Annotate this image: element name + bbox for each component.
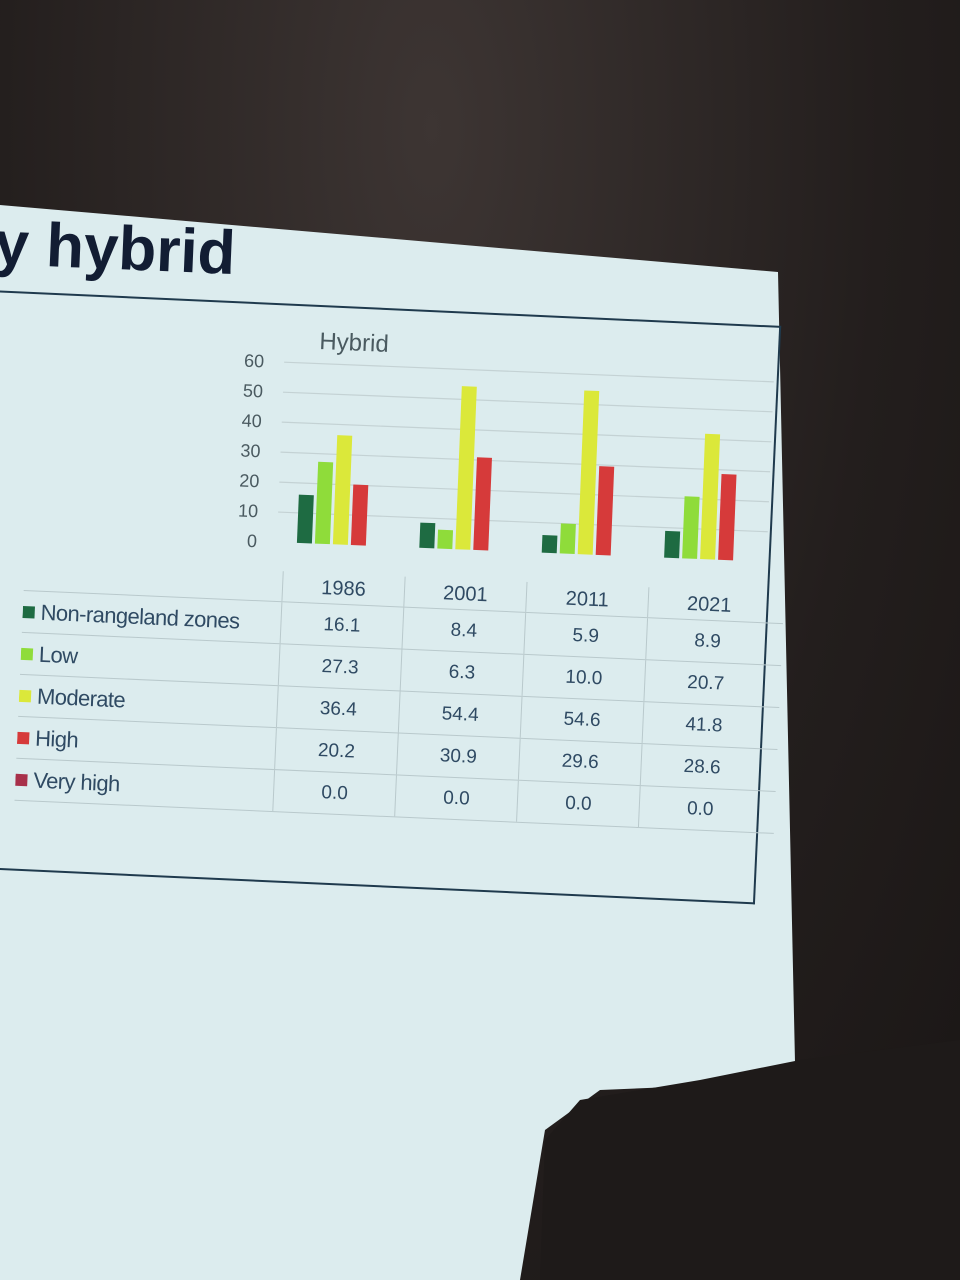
bar-1986-very-high [369, 546, 384, 547]
legend-swatch [16, 731, 30, 744]
data-label: 10.0 [521, 654, 646, 702]
bar-1986-high [350, 484, 369, 546]
series-name: Non-rangeland zones [40, 599, 241, 633]
bar-2001-very-high [491, 551, 506, 552]
bar-2021-very-high [736, 560, 751, 561]
data-label: 0.0 [394, 775, 518, 822]
data-label: 30.9 [396, 733, 520, 780]
y-tick-label: 10 [238, 500, 259, 521]
bar-1986-non-rangeland-zones [296, 494, 314, 544]
series-name: High [34, 725, 79, 752]
bar-2021-low [682, 496, 700, 559]
data-label: 0.0 [637, 786, 762, 833]
y-tick-label: 0 [247, 531, 258, 551]
data-label: 27.3 [277, 644, 402, 691]
data-label: 36.4 [275, 686, 400, 733]
bar-1986-moderate [332, 435, 353, 545]
bar-2011-non-rangeland-zones [541, 534, 558, 554]
y-tick-label: 30 [240, 441, 261, 462]
bar-2011-high [595, 466, 615, 556]
y-tick-label: 40 [241, 411, 262, 432]
data-label: 28.6 [639, 744, 764, 791]
data-label: 5.9 [523, 612, 648, 660]
bar-2001-moderate [455, 386, 477, 550]
data-label: 6.3 [399, 649, 524, 696]
gridline [280, 451, 771, 473]
data-label: 8.9 [645, 618, 769, 665]
bar-2001-low [437, 529, 454, 550]
data-label: 0.0 [516, 780, 640, 827]
data-label: 54.4 [397, 691, 522, 738]
bar-chart-svg: 60 50 40 30 20 10 0 [238, 351, 774, 561]
bar-2001-non-rangeland-zones [419, 522, 436, 549]
category-label: 2021 [647, 587, 771, 623]
category-label: 2011 [525, 581, 649, 618]
data-label: 20.2 [274, 728, 398, 775]
bar-2021-moderate [700, 433, 721, 560]
y-tick-label: 60 [244, 351, 265, 372]
category-label: 2001 [403, 576, 527, 612]
data-label: 20.7 [643, 660, 768, 707]
bar-2011-low [559, 523, 576, 555]
series-name: Moderate [36, 683, 126, 712]
legend-swatch [18, 689, 32, 702]
bar-plot-area: 60 50 40 30 20 10 0 [211, 340, 790, 842]
data-label: 8.4 [401, 607, 526, 654]
gridline [282, 391, 773, 413]
bar-2001-high [473, 457, 492, 551]
legend-swatch [15, 773, 28, 786]
gridline [281, 421, 772, 443]
bar-1986-low [314, 461, 334, 545]
data-label: 16.1 [279, 602, 404, 649]
slide-title: y hybrid [0, 208, 237, 289]
y-tick-label: 50 [243, 381, 264, 402]
data-label: 0.0 [272, 770, 396, 817]
bar-2011-moderate [577, 390, 600, 555]
data-table: 1986 2001 2011 2021 Non-rangeland zones 16.1 8… [14, 560, 784, 834]
series-name: Very high [32, 767, 121, 796]
gridline [284, 361, 774, 383]
series-name: Low [38, 641, 78, 668]
data-label: 29.6 [517, 738, 642, 786]
bar-2021-non-rangeland-zones [664, 530, 681, 559]
data-label: 54.6 [519, 696, 644, 744]
y-tick-label: 20 [239, 470, 260, 491]
legend-swatch [22, 605, 36, 618]
category-label: 1986 [281, 571, 405, 607]
bar-2021-high [718, 474, 737, 561]
data-label: 41.8 [641, 702, 766, 749]
legend-swatch [20, 647, 34, 660]
bar-2011-very-high [614, 556, 629, 557]
